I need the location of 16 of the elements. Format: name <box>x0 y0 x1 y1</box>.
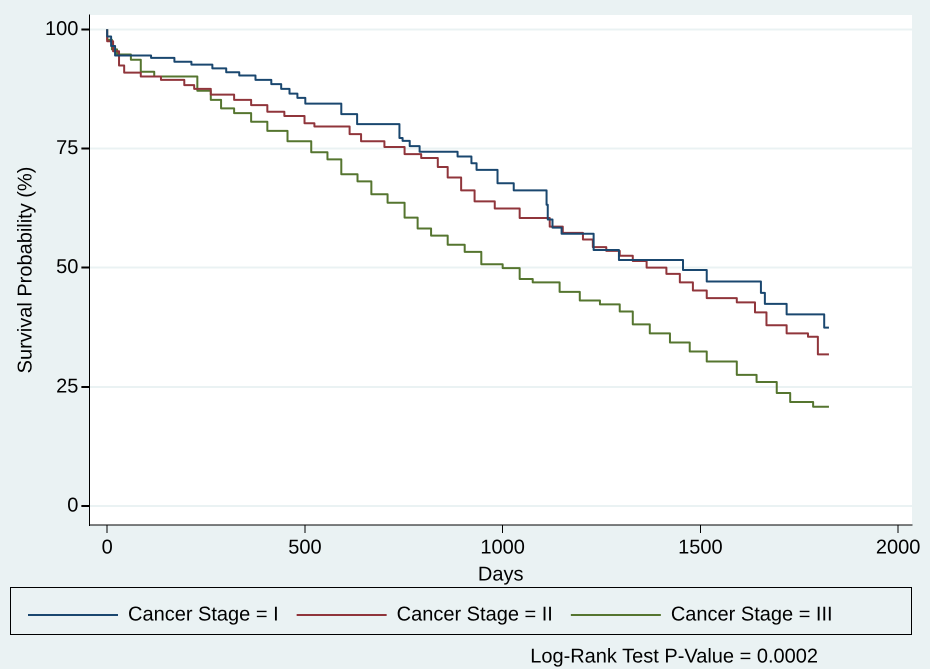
legend-label: Cancer Stage = II <box>396 604 553 626</box>
y-tick-label: 50 <box>56 256 78 278</box>
x-tick-label: 1000 <box>480 536 525 559</box>
legend-label: Cancer Stage = III <box>670 604 833 626</box>
y-tick-label: 0 <box>67 494 78 516</box>
y-tick-label: 25 <box>56 375 78 398</box>
y-tick-label: 100 <box>44 18 78 40</box>
x-axis-title: Days <box>478 564 524 586</box>
x-tick-label: 2000 <box>876 536 920 559</box>
y-axis-title: Survival Probability (%) <box>14 166 37 374</box>
text: Log-Rank Test P-Value = 0.0002 <box>530 646 818 668</box>
x-tick-label: 500 <box>288 536 322 559</box>
x-tick-label: 1500 <box>678 536 723 559</box>
x-tick-label: 0 <box>102 536 113 559</box>
legend-label: Cancer Stage = I <box>128 604 279 626</box>
y-tick-label: 75 <box>56 136 78 159</box>
